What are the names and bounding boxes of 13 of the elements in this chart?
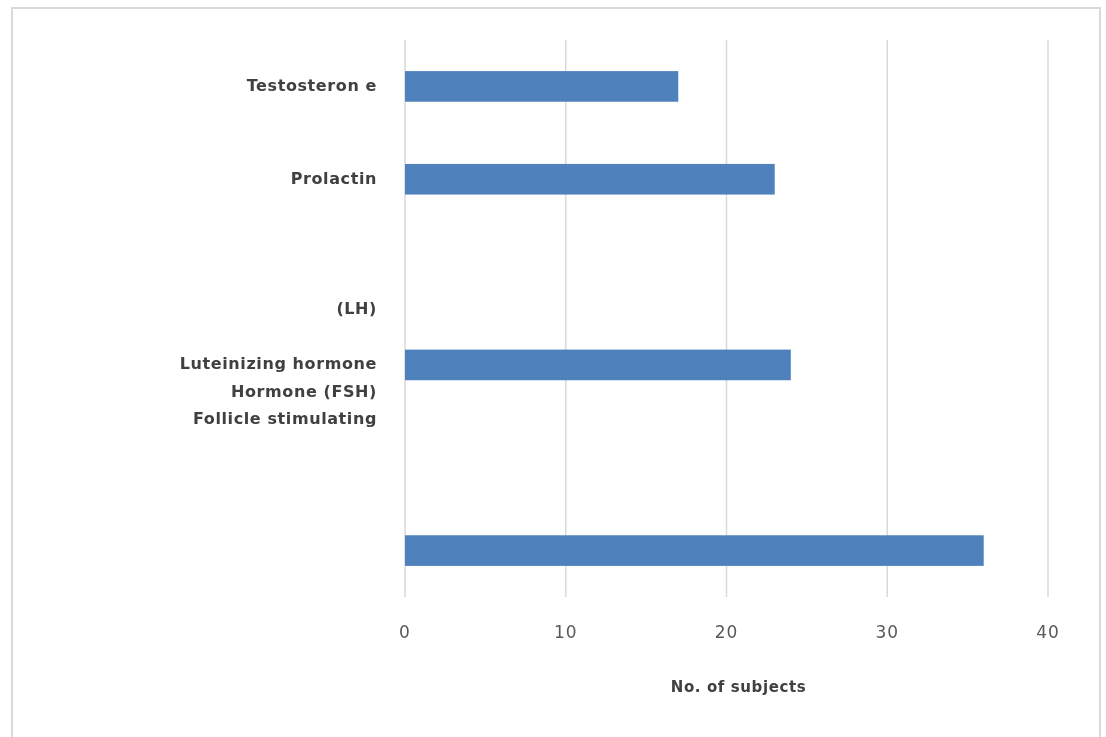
x-tick-label: 40 [1036,622,1060,642]
bar [405,349,791,381]
category-label: (LH) Luteinizing hormone Hormone (FSH) Follicle stimulating [179,299,377,429]
x-tick-label: 0 [399,622,411,642]
bar [405,163,775,195]
y-tick-label: Prolactin [290,168,377,188]
y-tick-label: Testosteron e [246,75,377,95]
bar [405,71,679,102]
x-tick-label: 10 [553,622,578,642]
x-axis-title: No. of subjects [670,677,807,696]
x-tick-label: 20 [714,622,739,642]
x-tick-label: 30 [875,622,900,642]
bar [405,535,984,566]
